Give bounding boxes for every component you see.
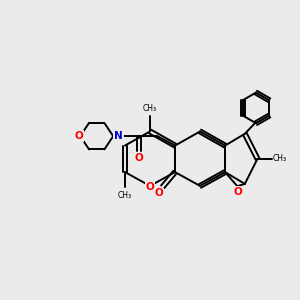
- Text: CH₃: CH₃: [273, 154, 287, 163]
- Text: CH₃: CH₃: [143, 104, 157, 113]
- Text: O: O: [233, 187, 242, 197]
- Text: O: O: [75, 131, 83, 141]
- Text: O: O: [146, 182, 154, 191]
- Text: O: O: [134, 153, 143, 163]
- Text: N: N: [114, 131, 123, 141]
- Text: CH₃: CH₃: [118, 191, 132, 200]
- Text: O: O: [154, 188, 163, 198]
